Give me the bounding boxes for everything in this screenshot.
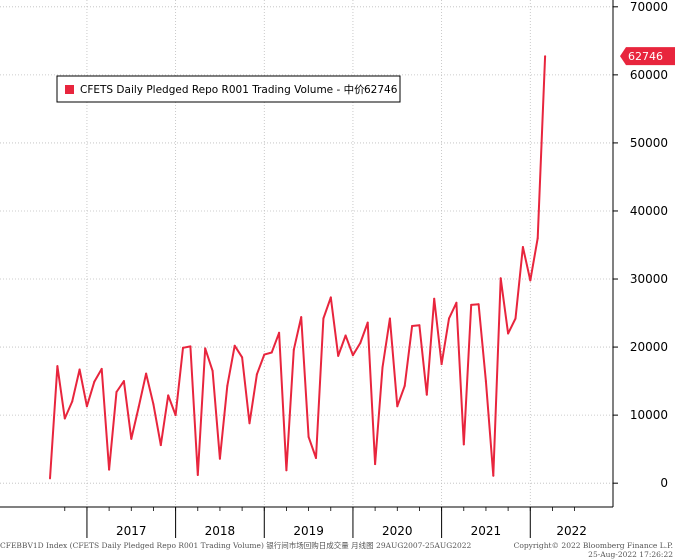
data-point <box>403 384 406 387</box>
y-tick-label: 70000 <box>630 0 668 14</box>
data-point <box>248 422 251 425</box>
data-point <box>492 474 495 477</box>
data-point <box>499 277 502 280</box>
x-tick-label: 2020 <box>382 524 413 538</box>
x-tick-label: 2021 <box>471 524 502 538</box>
footer: CFEBBV1D Index (CFETS Daily Pledged Repo… <box>0 540 673 559</box>
data-point <box>152 403 155 406</box>
series-layer <box>49 55 547 480</box>
data-point <box>529 279 532 282</box>
data-point <box>433 297 436 300</box>
data-point <box>226 384 229 387</box>
x-tick-label: 2018 <box>205 524 236 538</box>
y-tick-label: 60000 <box>630 68 668 82</box>
data-point <box>122 380 125 383</box>
data-point <box>137 406 140 408</box>
data-point <box>93 380 96 383</box>
data-point <box>425 393 428 396</box>
data-point <box>85 405 88 408</box>
data-point <box>344 334 347 337</box>
data-point <box>182 346 184 349</box>
last-value-tag-text: 62746 <box>628 50 663 63</box>
footer-timestamp: 25-Aug-2022 17:26:22 <box>588 550 673 559</box>
data-point <box>521 246 524 248</box>
data-point <box>366 321 369 324</box>
legend-swatch <box>65 85 74 94</box>
data-point <box>455 301 458 304</box>
legend-box <box>56 75 401 103</box>
data-point <box>108 468 111 471</box>
data-point <box>167 394 170 397</box>
data-point <box>381 366 384 369</box>
x-tick-label: 2017 <box>116 524 147 538</box>
data-point <box>115 391 118 393</box>
data-point <box>337 354 340 357</box>
axes: 0 10000 20000 30000 40000 50000 60000 70000 2017… <box>0 0 668 538</box>
data-point <box>189 345 192 348</box>
data-point <box>411 325 414 327</box>
data-point <box>440 363 443 366</box>
y-tick-label: 0 <box>660 476 668 490</box>
data-point <box>49 477 51 480</box>
data-point <box>300 316 303 319</box>
legend: CFETS Daily Pledged Repo R001 Trading Vo… <box>56 75 401 103</box>
data-point <box>484 380 487 383</box>
data-point <box>255 373 258 376</box>
last-value-tag: 62746 <box>620 47 675 66</box>
y-tick-label: 40000 <box>630 204 668 218</box>
y-tick-label: 20000 <box>630 340 668 354</box>
data-point <box>292 348 295 351</box>
last-value-tag-bg <box>620 47 675 66</box>
data-point <box>56 365 59 368</box>
data-point <box>270 351 273 354</box>
data-point <box>470 303 473 306</box>
data-point <box>63 417 66 420</box>
data-point <box>462 443 465 446</box>
x-tick-label: 2022 <box>556 524 587 538</box>
data-point <box>315 457 317 459</box>
data-point <box>544 55 547 58</box>
data-point <box>211 369 214 372</box>
data-point <box>418 324 421 327</box>
y-tick-label: 10000 <box>630 408 668 422</box>
data-point <box>477 303 480 306</box>
data-point <box>514 317 517 320</box>
data-point <box>159 444 162 447</box>
data-point <box>78 368 81 371</box>
y-tick-label: 30000 <box>630 272 668 286</box>
legend-series-value: 62746 <box>364 84 398 96</box>
x-tick-label: 2019 <box>293 524 324 538</box>
data-point <box>351 354 354 357</box>
data-point <box>359 342 362 344</box>
y-tick-label: 50000 <box>630 136 668 150</box>
data-point <box>233 344 236 347</box>
data-point <box>218 457 221 460</box>
data-point <box>100 367 103 370</box>
data-point <box>307 435 310 438</box>
data-point <box>374 463 377 466</box>
footer-source: CFEBBV1D Index (CFETS Daily Pledged Repo… <box>0 540 472 550</box>
footer-copyright: Copyright© 2022 Bloomberg Finance L.P. <box>514 541 673 550</box>
data-point <box>130 437 133 440</box>
data-point <box>507 332 510 335</box>
data-point <box>285 469 288 472</box>
data-point <box>322 317 325 320</box>
data-point <box>388 317 391 320</box>
data-point <box>329 296 332 299</box>
data-point <box>263 353 266 356</box>
data-point <box>241 356 244 359</box>
series-line <box>49 56 547 479</box>
data-point <box>396 405 399 408</box>
data-point <box>174 414 177 417</box>
data-point <box>536 237 539 240</box>
data-point <box>278 331 281 334</box>
data-point <box>196 474 199 476</box>
data-point <box>71 400 74 403</box>
legend-series-name: CFETS Daily Pledged Repo R001 Trading Vo… <box>80 83 365 96</box>
data-point <box>448 317 450 320</box>
data-point <box>204 347 207 350</box>
data-point <box>145 372 148 375</box>
